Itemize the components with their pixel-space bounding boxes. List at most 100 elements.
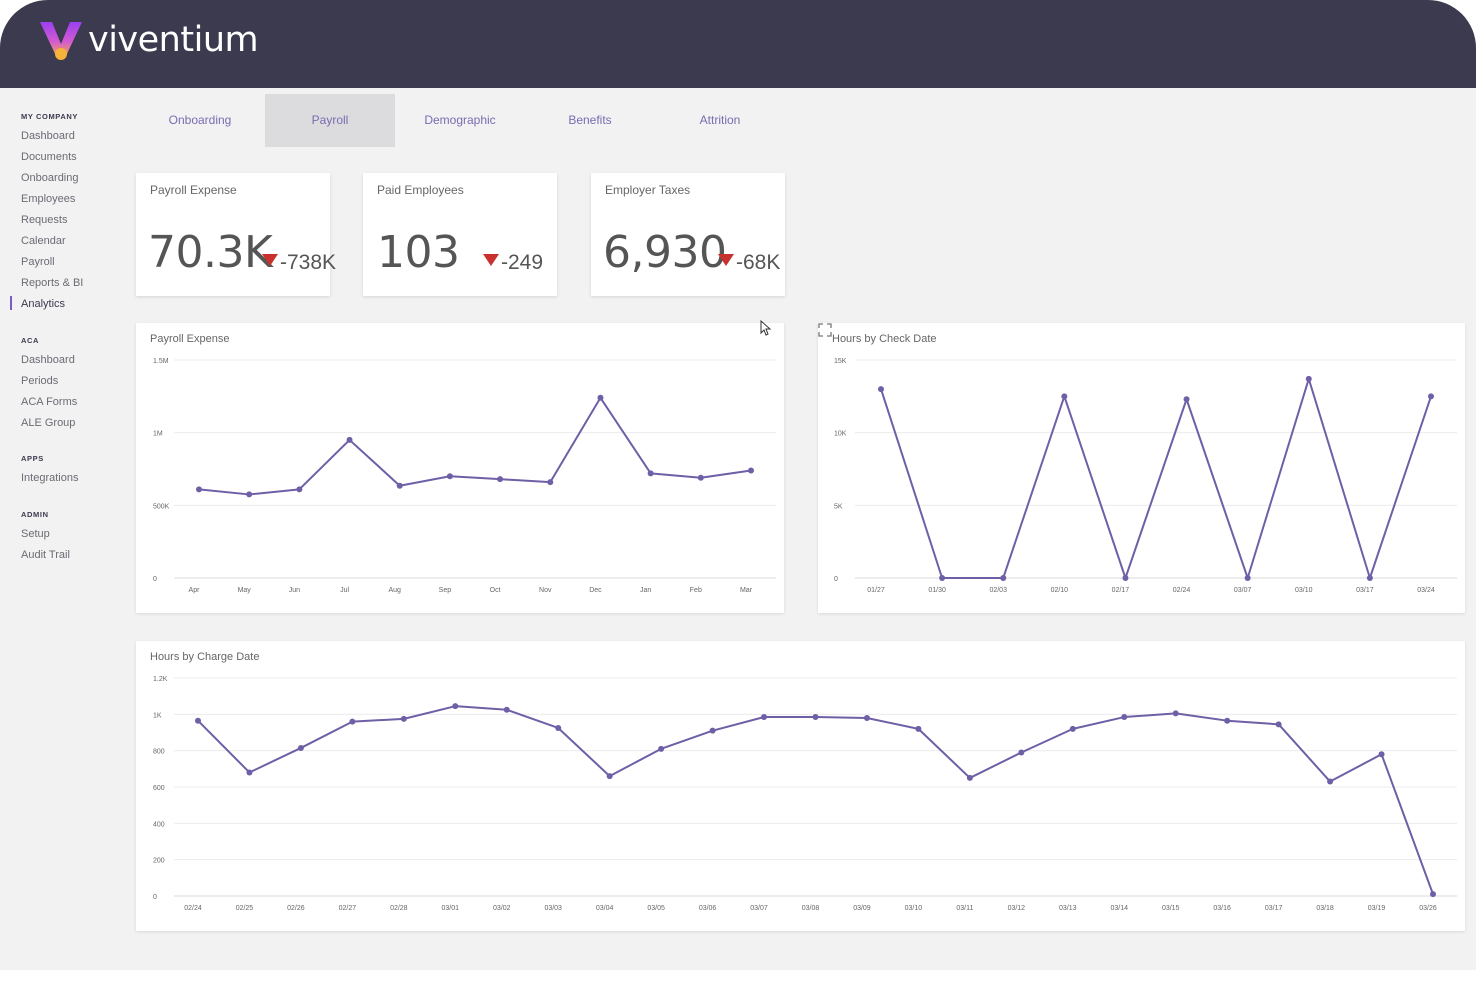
hours-by-check-date-chart: 0 5K 10K 15K 01/27 01/30 02/03 02/10 02/17 02/24 0… [834,358,1457,594]
x-tick-label: 02/28 [390,905,408,912]
sidebar-item-analytics[interactable]: Analytics [21,298,66,310]
chart-card-payroll-expense: Payroll Expense 0 500K 1M 1.5M Apr May Jun Jul A… [136,323,784,613]
hours-charge-date-data-point [1378,751,1385,758]
x-tick-label: 02/25 [236,905,254,912]
hours-charge-date-data-point [658,745,665,752]
kpi-delta: -249 [483,251,543,275]
tab-demographic[interactable]: Demographic [424,113,496,127]
y-tick-label: 600 [153,785,165,792]
hours-charge-date-data-point [503,706,510,713]
kpi-card-employer-taxes[interactable]: Employer Taxes 6,930 -68K [591,173,785,296]
x-tick-label: 03/08 [802,905,820,912]
sidebar-item-dashboard[interactable]: Dashboard [21,130,75,142]
y-tick-label: 1.5M [153,358,169,365]
x-tick-label: 03/04 [596,905,614,912]
x-tick-label: 03/24 [1417,587,1435,594]
payroll-expense-series-line [198,396,752,496]
sidebar-item-payroll[interactable]: Payroll [21,256,55,268]
hours-charge-date-data-point [709,727,716,734]
x-tick-label: Nov [539,587,552,594]
kpi-card-paid-employees[interactable]: Paid Employees 103 -249 [363,173,557,296]
x-tick-label: 02/26 [287,905,305,912]
hours-check-date-data-point [1061,393,1068,400]
x-tick-label: 02/03 [989,587,1007,594]
payroll-expense-data-point [647,470,654,477]
sidebar-item-integrations[interactable]: Integrations [21,472,79,484]
chart-title: Hours by Charge Date [150,651,260,663]
sidebar-item-audit-trail[interactable]: Audit Trail [21,549,70,561]
brand-logo[interactable]: viventium [38,18,259,62]
down-arrow-icon [718,254,734,267]
x-tick-label: 03/19 [1368,905,1386,912]
kpi-delta-value: -68K [736,251,781,274]
tab-benefits[interactable]: Benefits [568,113,612,127]
kpi-delta-value: -738K [280,251,337,274]
y-tick-label: 200 [153,858,165,865]
x-tick-label: 03/26 [1419,905,1437,912]
tab-attrition[interactable]: Attrition [699,113,741,127]
chart-card-hours-by-charge-date: Hours by Charge Date 0 200 400 600 800 1K 1.2K… [136,641,1465,931]
sidebar-item-ale-group[interactable]: ALE Group [21,417,76,429]
x-tick-label: 03/13 [1059,905,1077,912]
x-tick-label: Dec [589,587,602,594]
sidebar-item-calendar[interactable]: Calendar [21,235,66,247]
down-arrow-icon [483,254,499,267]
sidebar-item-reports-bi[interactable]: Reports & BI [21,277,84,289]
tab-payroll[interactable]: Payroll [265,94,395,147]
x-tick-label: 02/24 [184,905,202,912]
tab-onboarding[interactable]: Onboarding [168,113,232,127]
payroll-expense-data-point [597,394,604,401]
x-tick-label: Jun [289,587,300,594]
x-tick-label: 03/15 [1162,905,1180,912]
y-tick-label: 0 [153,576,157,583]
hours-by-charge-date-chart: 0 200 400 600 800 1K 1.2K 02/24 02/25 02/26 02/27 0… [153,676,1457,912]
x-tick-label: Jan [640,587,651,594]
sidebar: MY COMPANY Dashboard Documents Onboardin… [0,88,130,970]
x-tick-label: Feb [690,587,702,594]
payroll-expense-chart: 0 500K 1M 1.5M Apr May Jun Jul Aug Sep Oct Nov Dec Ja… [153,358,776,594]
sidebar-item-requests[interactable]: Requests [21,214,68,226]
x-tick-label: 03/01 [442,905,460,912]
sidebar-item-aca-dashboard[interactable]: Dashboard [21,354,75,366]
sidebar-active-indicator [10,296,12,310]
sidebar-item-documents[interactable]: Documents [21,151,77,163]
sidebar-item-aca-forms[interactable]: ACA Forms [21,396,78,408]
x-tick-label: Jul [340,587,349,594]
x-tick-label: 03/03 [544,905,562,912]
hours-check-date-data-point [939,575,946,581]
hours-charge-date-data-point [349,718,356,725]
y-tick-label: 500K [153,503,170,510]
sidebar-section-admin: ADMIN [21,510,49,519]
expand-icon[interactable] [818,323,832,337]
chart-title: Hours by Check Date [832,333,937,345]
x-tick-label: 03/16 [1213,905,1231,912]
brand-name: viventium [88,20,259,60]
hours-check-date-data-point [1366,575,1373,581]
hours-charge-date-data-point [1275,721,1282,728]
x-tick-label: 02/27 [339,905,357,912]
hours-charge-date-data-point [915,725,922,732]
x-tick-label: 03/18 [1316,905,1334,912]
kpi-value: 70.3K [148,227,273,278]
sidebar-item-periods[interactable]: Periods [21,375,59,387]
kpi-card-payroll-expense[interactable]: Payroll Expense 70.3K -738K [136,173,336,296]
hours-charge-date-data-point [1224,717,1231,724]
sidebar-item-setup[interactable]: Setup [21,528,50,540]
sidebar-item-onboarding[interactable]: Onboarding [21,172,79,184]
sidebar-section-aca: ACA [21,336,40,345]
x-tick-label: Apr [189,587,201,594]
x-tick-label: 01/27 [867,587,885,594]
x-tick-label: 03/06 [699,905,717,912]
y-tick-label: 1K [153,712,162,719]
sidebar-item-employees[interactable]: Employees [21,193,76,205]
hours-charge-date-data-point [400,715,407,722]
hours-check-date-data-point [1183,396,1190,403]
chart-title: Payroll Expense [150,333,230,345]
hours-charge-date-data-point [246,769,253,776]
hours-charge-date-data-point [1069,725,1076,732]
x-tick-label: Mar [740,587,753,594]
payroll-expense-data-point [346,436,353,443]
hours-charge-date-data-point [812,714,819,721]
hours-charge-date-data-point [195,717,201,724]
app-window: viventium MY COMPANY Dashboard Documents… [0,0,1476,970]
